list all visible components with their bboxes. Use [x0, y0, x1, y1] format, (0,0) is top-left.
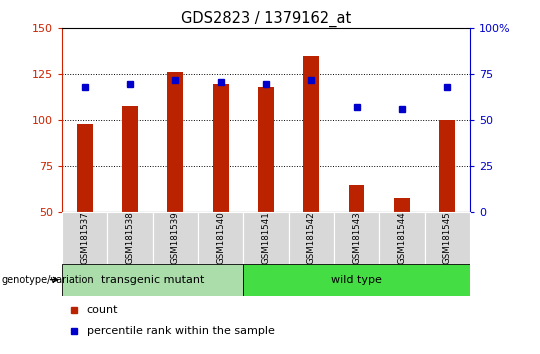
Text: count: count [86, 305, 118, 315]
Text: GSM181539: GSM181539 [171, 212, 180, 264]
Bar [62, 264, 244, 296]
Bar [244, 212, 288, 264]
Text: percentile rank within the sample: percentile rank within the sample [86, 326, 274, 336]
Text: GSM181538: GSM181538 [126, 212, 134, 264]
Bar [258, 87, 274, 212]
Bar [153, 212, 198, 264]
Text: GSM181537: GSM181537 [80, 212, 89, 264]
Bar [379, 212, 424, 264]
Text: GSM181543: GSM181543 [352, 212, 361, 264]
Bar [62, 212, 107, 264]
Text: GSM181540: GSM181540 [216, 212, 225, 264]
Bar [244, 264, 470, 296]
Bar [77, 124, 93, 212]
Text: GSM181544: GSM181544 [397, 212, 406, 264]
Bar [334, 212, 379, 264]
Text: GSM181541: GSM181541 [261, 212, 271, 264]
Bar [394, 198, 410, 212]
Bar [213, 84, 228, 212]
Title: GDS2823 / 1379162_at: GDS2823 / 1379162_at [181, 11, 351, 27]
Bar [198, 212, 244, 264]
Text: genotype/variation: genotype/variation [1, 275, 94, 285]
Bar [424, 212, 470, 264]
Bar [439, 120, 455, 212]
Text: GSM181542: GSM181542 [307, 212, 316, 264]
Text: transgenic mutant: transgenic mutant [101, 275, 204, 285]
Bar [107, 212, 153, 264]
Bar [349, 185, 365, 212]
Bar [303, 56, 319, 212]
Bar [167, 73, 183, 212]
Text: wild type: wild type [331, 275, 382, 285]
Bar [122, 105, 138, 212]
Bar [288, 212, 334, 264]
Text: GSM181545: GSM181545 [443, 212, 451, 264]
